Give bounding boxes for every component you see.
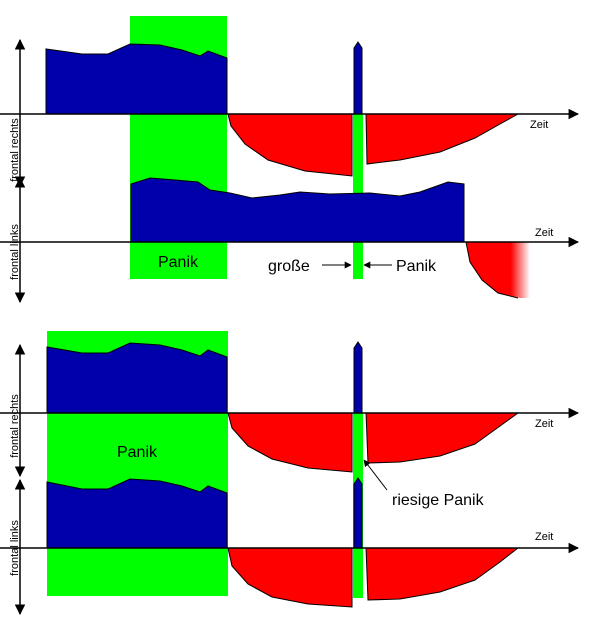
negative-area-2 <box>365 412 520 464</box>
spike-bar <box>353 341 363 414</box>
x-axis-label: Zeit <box>530 119 548 131</box>
arrow-to-spike <box>363 459 388 491</box>
spike-bar <box>353 477 363 549</box>
negative-area-2 <box>365 547 520 601</box>
negative-area <box>227 412 353 473</box>
negative-area-2 <box>365 113 520 165</box>
negative-area <box>227 547 353 608</box>
panic-label: Panik <box>158 254 199 271</box>
small-panic-right-label: Panik <box>396 258 437 275</box>
small-panic-label: riesige Panik <box>392 492 485 509</box>
negative-area <box>466 242 530 298</box>
upper-graph: frontal rechts Zeit <box>0 341 580 478</box>
panel-1: frontal rechts Zeit frontal links Zeit P… <box>0 16 580 304</box>
panic-label: Panik <box>117 444 158 461</box>
x-axis-label: Zeit <box>535 227 553 239</box>
positive-area <box>130 177 465 243</box>
y-axis-label: frontal links <box>9 224 21 280</box>
positive-area <box>46 478 228 549</box>
positive-area <box>46 342 228 414</box>
lower-graph: frontal links Zeit <box>0 477 580 616</box>
y-axis-label: frontal links <box>9 520 21 576</box>
negative-area-outline <box>465 241 519 299</box>
small-panic-left-label: große <box>268 258 310 275</box>
x-axis-label: Zeit <box>535 531 553 543</box>
negative-area <box>227 113 353 177</box>
y-axis-label: frontal rechts <box>9 118 21 182</box>
y-axis-label: frontal rechts <box>9 394 21 458</box>
spike-bar <box>353 41 363 115</box>
lower-graph: frontal links Zeit <box>0 176 580 304</box>
x-axis-label: Zeit <box>535 418 553 430</box>
upper-graph: frontal rechts Zeit <box>0 38 580 188</box>
positive-area <box>45 43 228 115</box>
panel-2: frontal rechts Zeit frontal links Zeit P… <box>0 331 580 616</box>
